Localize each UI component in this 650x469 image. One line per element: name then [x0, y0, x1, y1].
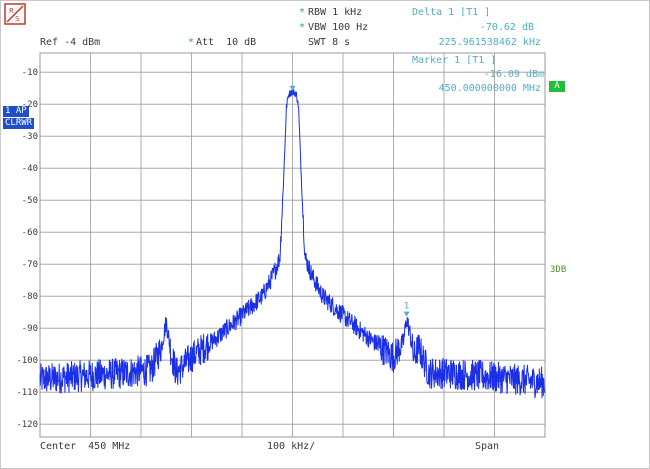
delta-marker-level: -70.62 dB: [479, 22, 534, 33]
attenuation-setting: Att 10 dB: [196, 37, 257, 48]
svg-text:S: S: [15, 15, 20, 23]
vbw-flag-icon: *: [299, 22, 306, 33]
marker-label: Marker 1 [T1 ]: [412, 55, 497, 66]
center-frequency: Center 450 MHz: [40, 441, 131, 452]
y-tick-label: -10: [22, 68, 38, 78]
y-tick-label: -50: [22, 196, 38, 206]
att-flag-icon: *: [188, 37, 195, 48]
y-tick-label: -70: [22, 260, 38, 270]
reference-level: Ref -4 dBm: [40, 37, 101, 48]
delta-marker-frequency: 225.961538462 kHz: [438, 37, 541, 48]
spectrum-trace: [39, 89, 546, 399]
y-tick-label: -100: [16, 356, 38, 366]
marker-level: -16.09 dBm: [483, 69, 544, 80]
y-tick-label: -120: [16, 420, 38, 430]
span-label: Span: [475, 441, 500, 452]
trace-detector-badge: 1 AP: [3, 106, 29, 117]
trace-a-badge: A: [549, 81, 565, 92]
delta-marker-icon: [403, 311, 410, 317]
y-tick-label: -80: [22, 292, 38, 302]
y-tick-label: -110: [16, 388, 38, 398]
y-tick-label: -40: [22, 164, 38, 174]
rohde-schwarz-logo-icon: R S: [4, 3, 26, 25]
frequency-per-division: 100 kHz/: [267, 441, 316, 452]
marker-group: 1: [289, 85, 410, 317]
y-tick-label: -20: [22, 100, 38, 110]
trace-mode-badge: CLRWR: [3, 118, 35, 129]
svg-text:R: R: [9, 7, 14, 15]
delta-marker-number: 1: [404, 302, 409, 312]
marker-1-icon: [289, 85, 296, 91]
y-tick-label: -60: [22, 228, 38, 238]
delta-marker-label: Delta 1 [T1 ]: [412, 7, 491, 18]
rbw-setting: RBW 1 kHz: [308, 7, 363, 18]
sweep-time-setting: SWT 8 s: [308, 37, 351, 48]
marker-frequency: 450.000000000 MHz: [438, 83, 541, 94]
y-tick-label: -90: [22, 324, 38, 334]
vbw-setting: VBW 100 Hz: [308, 22, 369, 33]
y-tick-labels: -10 -20 -30 -40 -50 -60 -70 -80 -90 -100 -110 -120: [16, 68, 38, 430]
rbw-flag-icon: *: [299, 7, 306, 18]
y-tick-label: -30: [22, 132, 38, 142]
db-setting-label: 3DB: [550, 265, 567, 275]
